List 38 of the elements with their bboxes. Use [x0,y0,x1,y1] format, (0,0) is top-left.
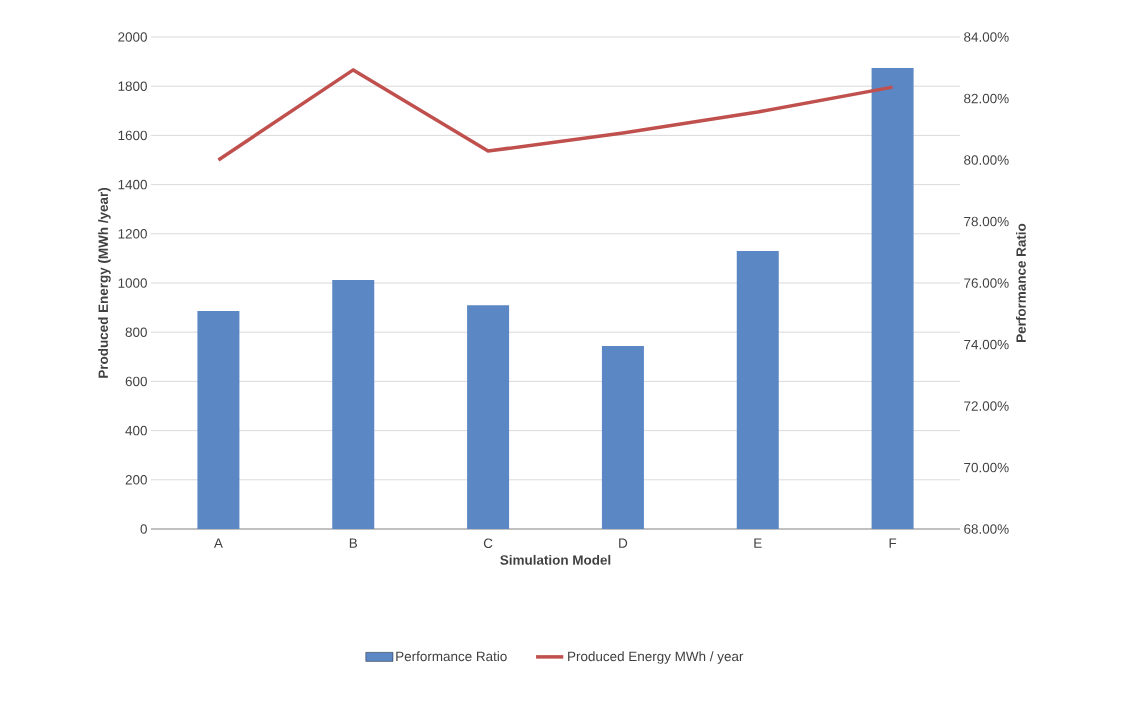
y2-tick-label: 70.00% [964,462,1009,473]
y-tick-label: 1600 [118,130,147,141]
y-tick-label: 1400 [118,179,147,190]
y2-tick-label: 68.00% [964,524,1009,534]
y-tick-label: 800 [125,327,147,337]
x-axis-title: Simulation Model [500,554,611,565]
y-tick-label: 1200 [118,229,147,239]
y2-tick-label: 76.00% [964,278,1009,288]
bar [197,311,240,529]
y-tick-label: 200 [125,475,147,485]
y2-axis-title: Performance Ratio [1015,223,1026,342]
y-tick-label: 400 [125,425,147,436]
x-tick-label: D [619,538,628,548]
bar [736,251,779,529]
bar [467,305,510,529]
y-tick-label: 600 [125,376,147,387]
legend-label: Produced Energy MWh / year [568,651,744,664]
y2-tick-label: 82.00% [964,93,1009,104]
y-tick-label: 1800 [118,81,147,91]
y2-tick-label: 78.00% [964,216,1009,227]
bar [871,67,914,529]
x-tick-label: F [889,538,897,548]
x-tick-label: E [754,538,762,548]
x-tick-label: B [349,538,358,548]
line-series [216,68,895,162]
y2-tick-label: 80.00% [964,155,1009,165]
y2-tick-label: 84.00% [964,32,1009,42]
y2-tick-label: 72.00% [964,401,1009,411]
bar [332,280,375,529]
legend-label: Performance Ratio [396,651,507,662]
y-axis-title: Produced Energy (MWh /year) [98,188,111,378]
y-tick-label: 1000 [118,278,147,288]
bar [601,345,644,529]
y2-tick-label: 74.00% [964,339,1009,350]
x-tick-label: A [213,538,223,548]
x-tick-label: C [483,538,493,549]
y-tick-label: 2000 [118,32,147,42]
y-tick-label: 0 [140,524,147,534]
